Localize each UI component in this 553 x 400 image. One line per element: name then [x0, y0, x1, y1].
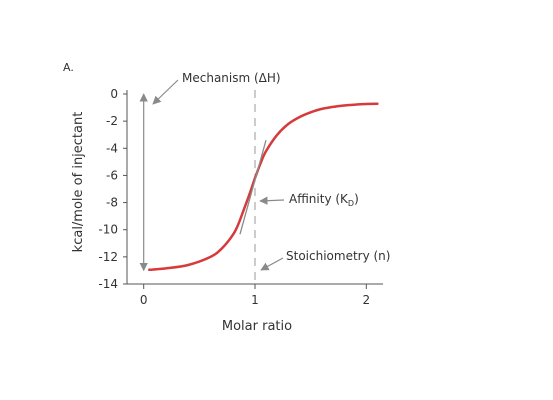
- y-tick-label-3: -6: [106, 168, 118, 182]
- y-tick-label-1: -2: [106, 114, 118, 128]
- y-tick-label-2: -4: [106, 141, 118, 155]
- mechanism-pointer-arrow: [152, 79, 179, 105]
- y-tick-label-4: -8: [106, 196, 118, 210]
- y-ticks: 0 -2 -4 -6 -8 -10 -12 -14: [98, 87, 127, 291]
- x-tick-label-1: 1: [251, 293, 259, 307]
- affinity-tangent-line: [239, 139, 267, 235]
- y-axis-label: kcal/mole of injectant: [71, 112, 86, 253]
- series-line-0: [148, 102, 379, 272]
- x-tick-label-0: 0: [140, 293, 148, 307]
- y-tick-label-5: -10: [98, 223, 118, 237]
- affinity-pointer-arrow: [259, 196, 285, 205]
- x-tick-label-2: 2: [362, 293, 370, 307]
- x-axis-label: Molar ratio: [222, 319, 292, 334]
- x-ticks: 0 1 2: [140, 284, 370, 307]
- stoichiometry-pointer-arrow: [260, 257, 284, 271]
- mechanism-annotation: Mechanism (ΔH): [182, 71, 281, 85]
- series-group: [148, 102, 379, 272]
- affinity-annotation: Affinity (KD): [289, 192, 359, 208]
- stoichiometry-annotation: Stoichiometry (n): [286, 249, 390, 263]
- y-tick-label-6: -12: [98, 250, 118, 264]
- panel-label: A.: [63, 61, 74, 74]
- y-tick-label-0: 0: [110, 87, 118, 101]
- y-tick-label-7: -14: [98, 277, 118, 291]
